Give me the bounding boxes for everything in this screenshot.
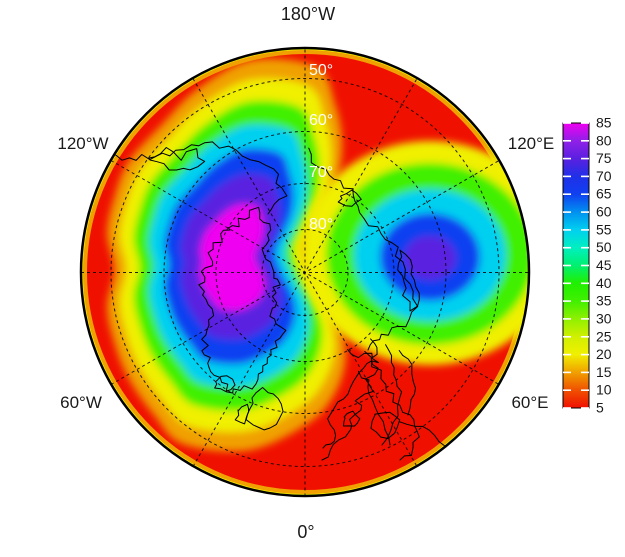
svg-text:40: 40 — [596, 275, 612, 291]
svg-text:85: 85 — [596, 115, 612, 131]
svg-text:10: 10 — [596, 382, 612, 398]
svg-text:60°W: 60°W — [60, 393, 102, 412]
svg-text:70°: 70° — [309, 164, 333, 181]
svg-text:60°: 60° — [309, 112, 333, 129]
svg-text:5: 5 — [596, 400, 604, 416]
svg-text:0°: 0° — [297, 522, 314, 542]
svg-text:60°E: 60°E — [511, 393, 548, 412]
svg-text:30: 30 — [596, 310, 612, 326]
svg-text:80: 80 — [596, 132, 612, 148]
svg-text:70: 70 — [596, 168, 612, 184]
svg-text:65: 65 — [596, 186, 612, 202]
svg-text:25: 25 — [596, 328, 612, 344]
svg-text:60: 60 — [596, 204, 612, 220]
svg-text:35: 35 — [596, 293, 612, 309]
svg-text:15: 15 — [596, 364, 612, 380]
svg-text:50°: 50° — [309, 62, 333, 79]
svg-text:75: 75 — [596, 150, 612, 166]
svg-text:20: 20 — [596, 346, 612, 362]
svg-text:80°: 80° — [309, 216, 333, 233]
svg-text:120°W: 120°W — [57, 134, 108, 153]
svg-text:120°E: 120°E — [508, 134, 555, 153]
svg-text:50: 50 — [596, 239, 612, 255]
svg-text:55: 55 — [596, 221, 612, 237]
svg-text:45: 45 — [596, 257, 612, 273]
svg-text:180°W: 180°W — [281, 4, 335, 24]
